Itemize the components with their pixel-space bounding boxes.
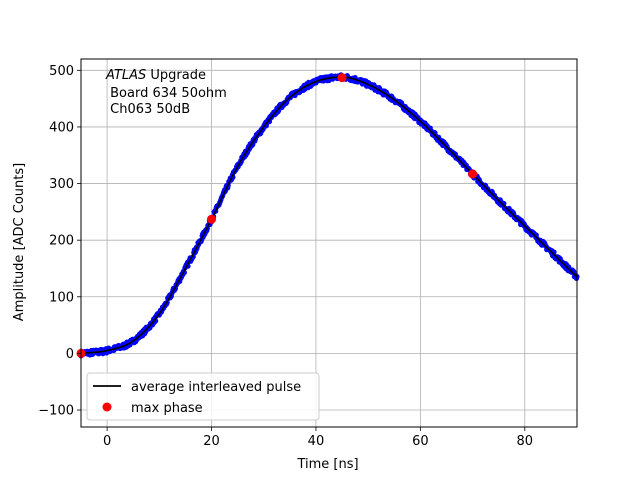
y-tick-label: 500 (49, 64, 74, 79)
average-pulse-line (80, 76, 578, 355)
y-tick-label: 0 (66, 347, 74, 362)
x-axis-label: Time [ns] (296, 457, 358, 472)
y-tick-label: 300 (49, 177, 74, 192)
annotation-upgrade: Upgrade (146, 68, 206, 83)
legend-label-max-phase: max phase (131, 401, 203, 416)
average-pulse-layer (80, 76, 578, 355)
x-tick-label: 40 (308, 434, 325, 449)
plot-frame (80, 58, 578, 428)
max-phase-point (207, 214, 217, 224)
legend-box (86, 372, 320, 421)
max-phase-point (337, 73, 347, 83)
y-tick-label: 400 (49, 120, 74, 135)
x-tick-label: 80 (517, 434, 534, 449)
annotation-line-1: ATLAS Upgrade (105, 68, 206, 83)
y-axis-label: Amplitude [ADC Counts] (12, 163, 27, 321)
legend-dot-marker (102, 402, 112, 412)
annotation-line-3: Ch063 50dB (106, 102, 190, 117)
annotation-line-2: Board 634 50ohm (106, 86, 227, 101)
x-tick-label: 60 (412, 434, 429, 449)
x-tick-label: 0 (103, 434, 111, 449)
annotation-atlas: ATLAS (105, 68, 146, 83)
x-tick-label: 20 (203, 434, 220, 449)
y-tick-label: 100 (49, 290, 74, 305)
y-tick-label: 200 (49, 234, 74, 249)
ticks-layer: 0 20 40 60 80 −100 0 100 200 300 400 500 (38, 64, 533, 449)
legend-label-average-pulse: average interleaved pulse (131, 380, 301, 395)
max-phase-point (468, 169, 478, 179)
legend: average interleaved pulse max phase (86, 372, 320, 421)
y-tick-label: −100 (38, 404, 74, 419)
